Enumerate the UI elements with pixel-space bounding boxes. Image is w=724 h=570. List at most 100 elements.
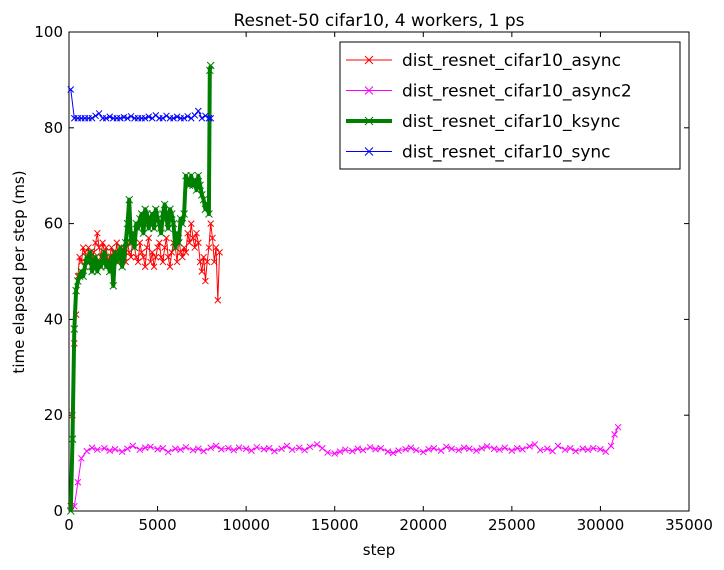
data-point	[141, 114, 149, 122]
data-point	[81, 248, 89, 256]
data-point	[141, 444, 149, 452]
x-tick-label: 15000	[311, 516, 359, 534]
data-point	[132, 253, 140, 261]
data-point	[134, 258, 142, 266]
data-point	[146, 214, 155, 223]
data-point	[395, 447, 402, 454]
data-point	[184, 112, 192, 120]
data-point	[159, 444, 167, 452]
data-point	[166, 263, 174, 271]
data-point	[180, 210, 188, 218]
data-point	[194, 107, 202, 115]
data-point	[101, 444, 108, 452]
data-point	[198, 268, 206, 275]
data-point	[74, 478, 82, 486]
data-point	[159, 210, 167, 218]
series-4	[67, 86, 215, 122]
data-point	[202, 112, 209, 120]
data-point	[205, 66, 214, 75]
data-point	[150, 263, 158, 271]
x-tick-label: 25000	[488, 516, 536, 534]
data-point	[93, 446, 101, 454]
data-point	[207, 220, 215, 227]
data-point	[66, 507, 75, 515]
data-point	[91, 253, 100, 261]
data-point	[336, 448, 344, 455]
data-point	[543, 445, 551, 453]
data-point	[191, 244, 199, 251]
data-point	[155, 239, 163, 247]
data-point	[127, 238, 135, 247]
data-point	[278, 445, 285, 453]
legend-label: dist_resnet_cifar10_async	[402, 51, 621, 71]
data-point	[207, 114, 215, 122]
data-point	[186, 239, 193, 247]
data-point	[430, 444, 438, 452]
data-point	[579, 445, 587, 453]
data-point	[442, 443, 450, 451]
data-point	[147, 443, 154, 451]
data-point	[437, 447, 445, 454]
data-point	[159, 258, 167, 266]
data-point	[295, 444, 303, 452]
y-tick-label: 0	[53, 502, 63, 520]
data-point	[283, 442, 291, 450]
data-point	[68, 435, 77, 444]
data-point	[179, 253, 186, 261]
data-point	[554, 442, 562, 450]
data-point	[148, 248, 156, 256]
data-point	[318, 444, 326, 452]
data-point	[611, 431, 618, 438]
data-point	[123, 219, 132, 228]
data-point	[136, 446, 144, 454]
data-point	[354, 445, 362, 453]
data-point	[513, 444, 521, 452]
data-point	[187, 220, 195, 227]
data-point	[178, 219, 187, 228]
legend-box	[339, 41, 681, 170]
data-point	[566, 444, 574, 452]
data-point	[473, 447, 480, 454]
data-point	[306, 443, 314, 451]
data-point	[597, 445, 604, 453]
data-point	[313, 441, 321, 448]
data-point	[288, 446, 296, 454]
data-point	[141, 263, 149, 271]
data-point	[106, 447, 114, 454]
data-point	[572, 447, 579, 455]
data-point	[170, 114, 177, 122]
data-point	[106, 113, 114, 121]
data-point	[81, 262, 89, 271]
legend-item: dist_resnet_cifar10_async2	[346, 82, 632, 102]
data-point	[138, 248, 145, 256]
data-point	[111, 445, 119, 453]
data-point	[76, 253, 83, 261]
data-point	[199, 195, 208, 204]
data-point	[92, 239, 99, 247]
data-point	[331, 450, 339, 457]
data-point	[198, 191, 206, 199]
data-point	[173, 113, 181, 121]
data-point	[212, 244, 220, 251]
data-point	[93, 267, 102, 276]
data-point	[75, 272, 84, 281]
legend-marker	[364, 86, 374, 95]
data-point	[225, 444, 232, 452]
data-point	[377, 444, 385, 452]
x-tick-label: 35000	[665, 516, 713, 534]
data-point	[536, 446, 544, 454]
data-point	[465, 445, 473, 453]
data-point	[372, 445, 379, 453]
data-point	[108, 244, 115, 251]
data-point	[124, 445, 131, 453]
data-point	[167, 210, 176, 218]
x-axis-title: step	[363, 541, 395, 559]
data-point	[88, 444, 96, 452]
data-point	[607, 442, 615, 450]
legend: dist_resnet_cifar10_async dist_resnet_cif…	[339, 41, 681, 170]
data-point	[140, 253, 147, 261]
data-point	[483, 442, 491, 450]
data-point	[260, 445, 268, 453]
data-point	[79, 272, 88, 281]
data-point	[171, 243, 180, 252]
